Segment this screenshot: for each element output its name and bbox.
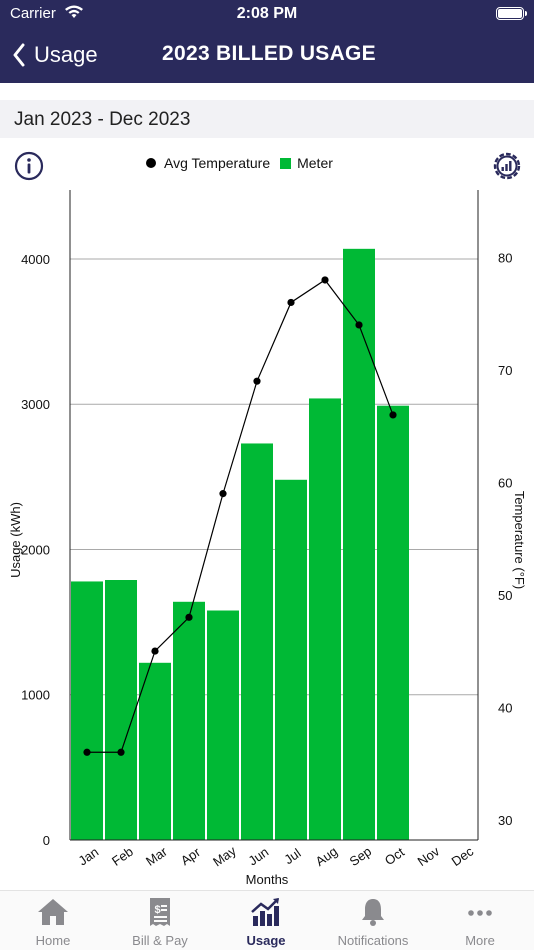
legend-meter-marker [280, 157, 292, 169]
tab-more-label: More [465, 933, 495, 948]
page-title: 2023 BILLED USAGE [162, 42, 376, 65]
wifi-icon [65, 5, 83, 18]
y2-tick-label: 80 [498, 250, 512, 265]
y2-tick-label: 60 [498, 475, 512, 490]
temperature-point [219, 490, 227, 498]
x-tick-label: May [210, 843, 239, 870]
clock: 2:08 PM [236, 5, 298, 22]
meter-bar [241, 443, 273, 840]
tab-more[interactable]: More [427, 891, 533, 950]
y-tick-label: 0 [43, 833, 50, 848]
temperature-point [83, 748, 91, 756]
y2-tick-label: 40 [498, 700, 512, 715]
meter-bar [377, 405, 409, 840]
x-tick-label: Oct [382, 844, 407, 868]
temperature-point [287, 298, 295, 307]
x-tick-label: Apr [178, 844, 204, 868]
tab-usage[interactable]: Usage [213, 891, 319, 950]
back-button[interactable]: Usage [12, 38, 98, 72]
tab-usage-label: Usage [246, 933, 286, 948]
bill-icon: $ [150, 898, 170, 926]
temperature-point [253, 377, 261, 385]
navigation-bar: Usage 2023 BILLED USAGE [0, 28, 534, 83]
meter-bar [309, 398, 341, 840]
meter-bar [139, 662, 171, 840]
meter-bar [207, 610, 239, 840]
y-tick-label: 2000 [21, 542, 50, 557]
temperature-point [117, 748, 125, 756]
x-tick-label: Nov [415, 843, 443, 869]
x-tick-label: Feb [109, 844, 136, 869]
y-tick-label: 3000 [21, 397, 50, 412]
chart-settings-icon[interactable] [490, 149, 524, 183]
status-bar: Carrier 2:08 PM [0, 0, 534, 28]
x-tick-label: Aug [313, 844, 341, 870]
temperature-point [321, 276, 329, 284]
tab-bill-pay[interactable]: $ Bill & Pay [107, 891, 213, 950]
y2-axis-title: Temperature (°F) [512, 491, 527, 589]
meter-bar [343, 248, 375, 841]
legend-temperature-label: Avg Temperature [164, 155, 271, 171]
temperature-point [151, 647, 159, 655]
svg-text:$: $ [155, 904, 161, 916]
tab-notifications[interactable]: Notifications [320, 891, 426, 950]
x-tick-label: Jun [246, 844, 272, 868]
chevron-left-icon [13, 43, 25, 67]
x-axis-title: Months [246, 872, 289, 887]
tab-notifications-label: Notifications [337, 933, 409, 948]
bell-icon [362, 899, 384, 926]
y-tick-label: 4000 [21, 252, 50, 267]
x-tick-label: Sep [347, 844, 375, 870]
temperature-point [389, 411, 397, 419]
tab-bill-pay-label: Bill & Pay [132, 933, 188, 948]
x-tick-label: Jul [281, 845, 303, 867]
home-icon [38, 899, 68, 925]
date-range-bar: Jan 2023 - Dec 2023 [0, 100, 534, 138]
meter-bar [173, 601, 205, 840]
battery-icon [496, 7, 527, 20]
carrier-label: Carrier [10, 5, 56, 22]
more-icon [468, 910, 492, 916]
legend-meter-label: Meter [297, 155, 333, 171]
chart-legend: Avg Temperature Meter [146, 155, 333, 171]
temperature-line [87, 279, 394, 753]
temperature-point [185, 613, 193, 621]
usage-chart-icon [251, 898, 279, 926]
legend-temperature-marker [146, 158, 156, 168]
y-tick-label: 1000 [21, 688, 50, 703]
y2-tick-label: 30 [498, 813, 512, 828]
usage-chart: 0 1000 2000 3000 4000 30 40 50 60 70 80 Jan Feb Mar Ap… [8, 190, 527, 887]
tab-home[interactable]: Home [0, 891, 106, 950]
meter-bar [105, 580, 137, 840]
date-range-label: Jan 2023 - Dec 2023 [14, 109, 191, 130]
back-button-label: Usage [34, 42, 98, 67]
y2-tick-label: 70 [498, 363, 512, 378]
tab-home-label: Home [35, 933, 71, 948]
meter-bar [71, 581, 103, 840]
y2-tick-label: 50 [498, 588, 512, 603]
temperature-point [355, 321, 363, 329]
tab-bar: Home $ Bill & Pay Usage Notifications [0, 890, 534, 950]
meter-bar [275, 479, 307, 840]
x-tick-label: Dec [449, 843, 477, 869]
info-icon[interactable] [14, 151, 44, 181]
x-tick-label: Mar [143, 843, 170, 869]
y-axis-title: Usage (kWh) [8, 502, 23, 578]
x-tick-label: Jan [76, 844, 102, 868]
